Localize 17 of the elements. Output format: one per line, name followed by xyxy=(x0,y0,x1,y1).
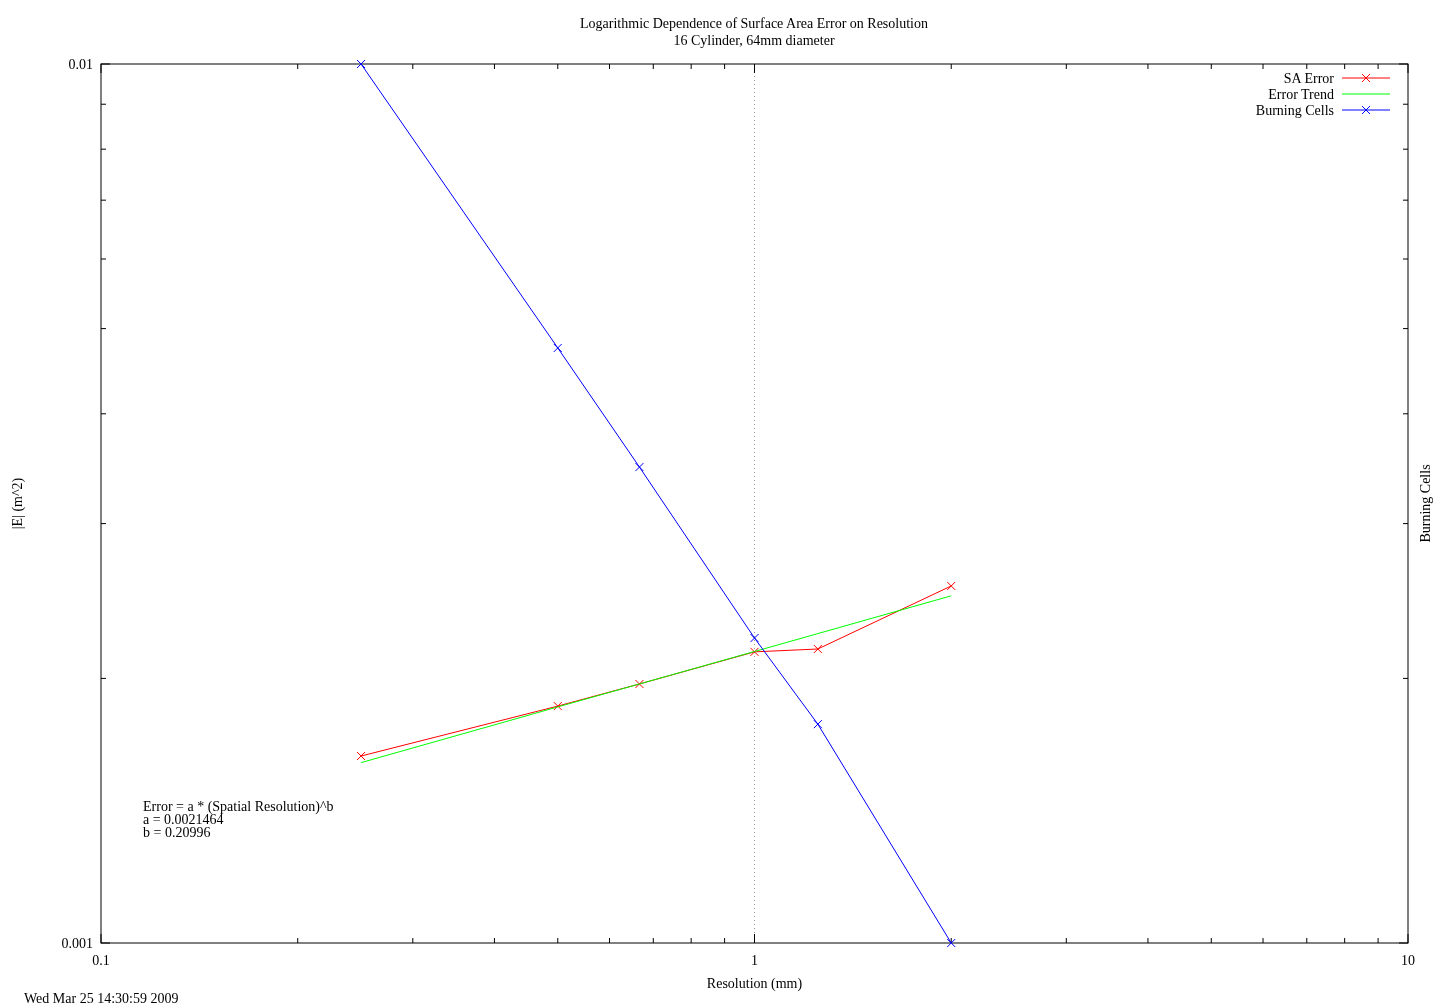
x-tick-label: 0.1 xyxy=(92,953,110,968)
text: Wed Mar 25 14:30:59 2009 xyxy=(24,991,179,1006)
y-tick-label: 0.001 xyxy=(61,936,93,951)
legend-label: SA Error xyxy=(1283,71,1335,86)
y2-axis-title: Burning Cells xyxy=(1418,464,1433,543)
y-axis-title: |E| (m^2) xyxy=(10,477,26,530)
x-tick-label: 10 xyxy=(1401,953,1415,968)
x-tick-label: 1 xyxy=(751,953,758,968)
annotation: b = 0.20996 xyxy=(143,825,211,840)
y-tick-label: 0.01 xyxy=(68,57,93,72)
annotation: a = 0.0021464 xyxy=(143,812,224,827)
chart-title: Logarithmic Dependence of Surface Area Error on Resolution xyxy=(580,16,928,31)
x-axis-title: Resolution (mm) xyxy=(706,976,803,992)
legend-label: Error Trend xyxy=(1268,87,1334,102)
chart-subtitle: 16 Cylinder, 64mm diameter xyxy=(673,33,835,48)
legend-label: Burning Cells xyxy=(1255,103,1334,118)
annotation: Error = a * (Spatial Resolution)^b xyxy=(143,799,334,815)
